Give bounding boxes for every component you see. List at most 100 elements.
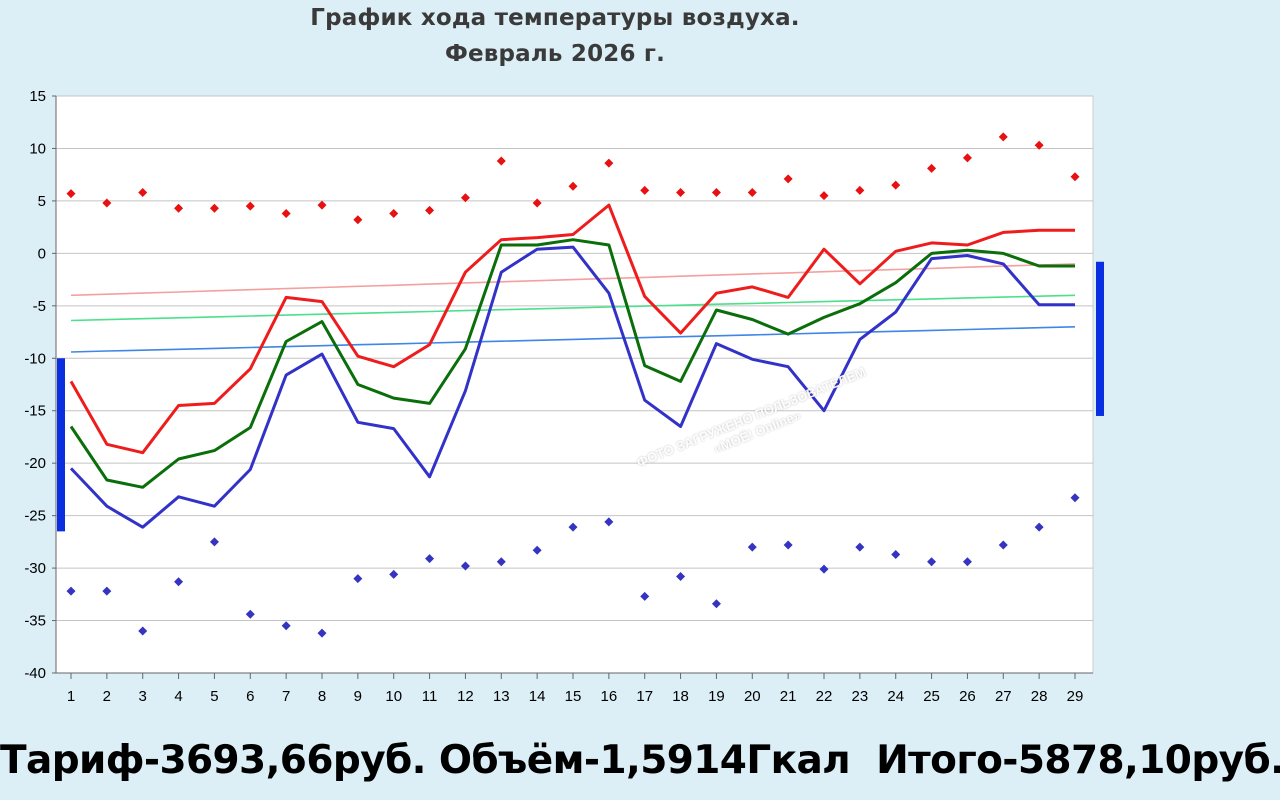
x-tick-label: 20	[744, 688, 761, 705]
data-point	[962, 557, 972, 567]
data-point	[998, 540, 1008, 550]
data-point	[819, 564, 829, 574]
trend-line	[70, 294, 1076, 322]
data-point	[425, 205, 435, 215]
y-tick-label: -25	[24, 508, 46, 525]
x-tick-label: 24	[887, 688, 904, 705]
x-axis: 1 2 3 4 5 6 7 8 9 10 11 12 13 14 15 16 17 18 19 20 21 22 23 24 2…	[56, 672, 1093, 705]
y-tick-label: -40	[24, 665, 46, 682]
series-line	[69, 238, 1075, 489]
data-point	[281, 621, 291, 631]
data-point	[209, 203, 219, 213]
x-tick-label: 3	[139, 688, 147, 705]
y-tick-label: -20	[24, 455, 46, 472]
trend-line	[70, 326, 1076, 353]
x-tick-label: 29	[1067, 688, 1084, 705]
data-point	[927, 557, 937, 567]
data-point	[1070, 172, 1080, 182]
chart-title-line-1: График хода температуры воздуха.	[310, 5, 800, 31]
data-point	[711, 599, 721, 609]
x-tick-label: 10	[385, 688, 402, 705]
y-tick-label: 15	[29, 88, 46, 105]
data-point	[389, 208, 399, 218]
right-range-marker	[1096, 261, 1104, 416]
data-point	[138, 188, 148, 198]
data-point	[138, 626, 148, 636]
series-line	[69, 245, 1075, 529]
data-point	[353, 574, 363, 584]
y-tick-label: -5	[33, 298, 46, 315]
x-tick-label: 7	[282, 688, 290, 705]
trend-lines	[70, 263, 1076, 353]
y-tick-label: -35	[24, 613, 46, 630]
x-tick-label: 16	[601, 688, 618, 705]
x-tick-label: 28	[1031, 688, 1048, 705]
data-point	[747, 542, 757, 552]
x-tick-label: 19	[708, 688, 725, 705]
data-point	[1034, 140, 1044, 150]
data-point	[676, 571, 686, 581]
data-point	[245, 609, 255, 619]
data-point	[568, 522, 578, 532]
data-point	[819, 191, 829, 201]
y-tick-label: -30	[24, 560, 46, 577]
x-tick-label: 25	[923, 688, 940, 705]
data-point	[66, 189, 76, 199]
data-point	[496, 557, 506, 567]
data-point	[891, 180, 901, 190]
data-point	[927, 163, 937, 173]
data-point	[532, 198, 542, 208]
x-tick-label: 26	[959, 688, 976, 705]
plot-area	[55, 95, 1094, 674]
chart-title-line-2: Февраль 2026 г.	[444, 41, 666, 67]
data-point	[783, 174, 793, 184]
data-point	[855, 542, 865, 552]
series-line	[69, 203, 1075, 455]
x-tick-label: 5	[210, 688, 218, 705]
data-point	[568, 181, 578, 191]
data-point	[604, 158, 614, 168]
x-tick-label: 23	[852, 688, 869, 705]
data-point	[640, 591, 650, 601]
data-point	[962, 153, 972, 163]
series-lines	[69, 203, 1075, 529]
data-point	[604, 517, 614, 527]
data-point	[855, 185, 865, 195]
data-point	[102, 586, 112, 596]
x-tick-label: 11	[422, 688, 438, 705]
y-axis: 15 10 5 0 -5 -10 -15 -20 -25 -30 -35 -40	[24, 88, 57, 682]
data-point	[747, 188, 757, 198]
data-point	[676, 188, 686, 198]
x-tick-label: 1	[67, 688, 75, 705]
data-point	[209, 537, 219, 547]
range-markers	[57, 261, 1104, 532]
data-point	[102, 198, 112, 208]
data-point	[174, 577, 184, 587]
data-point	[891, 549, 901, 559]
x-tick-label: 12	[457, 688, 474, 705]
x-tick-label: 14	[529, 688, 546, 705]
x-tick-label: 21	[780, 688, 797, 705]
y-tick-label: 0	[38, 245, 46, 262]
data-point	[640, 185, 650, 195]
data-point	[998, 132, 1008, 142]
x-tick-label: 9	[354, 688, 362, 705]
y-tick-label: 5	[38, 193, 46, 210]
left-range-marker	[57, 358, 65, 532]
data-point	[496, 156, 506, 166]
x-tick-label: 4	[174, 688, 182, 705]
data-point	[1070, 493, 1080, 503]
x-tick-label: 15	[565, 688, 582, 705]
y-tick-label: -10	[24, 350, 46, 367]
data-point	[245, 201, 255, 211]
data-point	[66, 586, 76, 596]
tariff-summary: Тариф-3693,66руб. Объём-1,5914Гкал Итого…	[0, 738, 1280, 783]
x-tick-label: 17	[636, 688, 653, 705]
data-point	[425, 554, 435, 564]
data-point	[460, 561, 470, 571]
y-tick-label: 10	[29, 140, 46, 157]
x-tick-label: 8	[318, 688, 326, 705]
series-points	[66, 132, 1080, 638]
data-point	[460, 193, 470, 203]
x-tick-label: 18	[672, 688, 689, 705]
